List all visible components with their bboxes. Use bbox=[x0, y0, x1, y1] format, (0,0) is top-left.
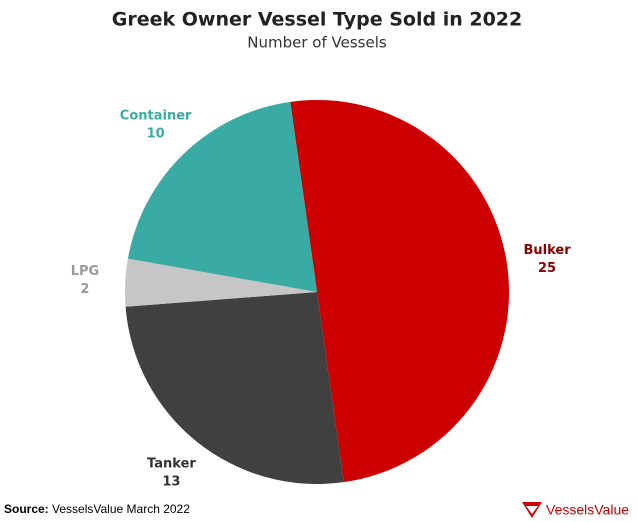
slice-value: 13 bbox=[162, 475, 180, 490]
slice-label: Bulker bbox=[523, 243, 571, 258]
pie bbox=[125, 100, 510, 485]
source-label: Source: bbox=[4, 502, 49, 516]
pie-slice bbox=[125, 258, 317, 307]
pie-slice bbox=[290, 100, 510, 483]
slice-value: 10 bbox=[147, 126, 165, 141]
slice-label: Tanker bbox=[147, 457, 196, 472]
pie-slice bbox=[125, 292, 344, 485]
logo-icon bbox=[522, 502, 542, 518]
slice-label: LPG bbox=[71, 264, 99, 279]
slice-value: 25 bbox=[538, 261, 556, 276]
source-text: VesselsValue March 2022 bbox=[52, 502, 190, 516]
slice-label: Container bbox=[120, 108, 192, 123]
chart-title: Greek Owner Vessel Type Sold in 2022 bbox=[112, 9, 522, 31]
pie-slice bbox=[127, 101, 318, 292]
chart-subtitle: Number of Vessels bbox=[247, 34, 387, 52]
source: Source: VesselsValue March 2022 bbox=[4, 502, 190, 516]
slice-value: 2 bbox=[80, 282, 89, 297]
logo: VesselsValue bbox=[546, 502, 629, 518]
